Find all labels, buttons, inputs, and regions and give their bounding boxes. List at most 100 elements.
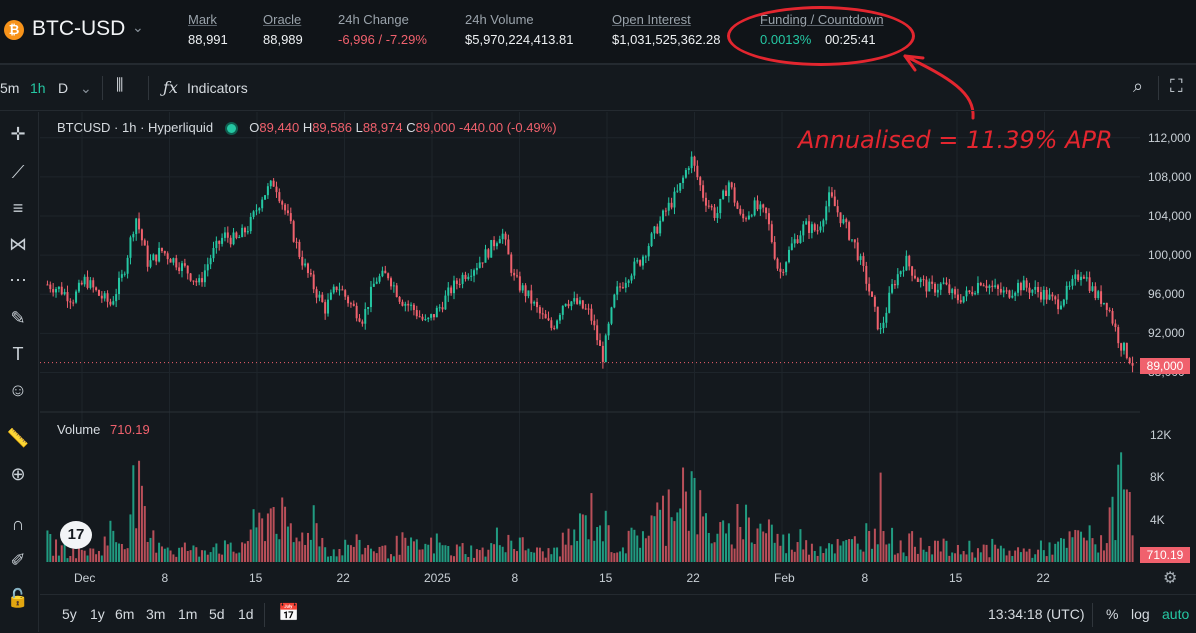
- pattern-icon[interactable]: ⋈: [9, 234, 27, 254]
- candle-body: [536, 301, 539, 308]
- volume-bar: [284, 506, 287, 562]
- log-toggle[interactable]: log: [1131, 606, 1150, 622]
- volume-bar: [593, 540, 596, 562]
- volume-bar: [908, 533, 911, 562]
- range-1d[interactable]: 1d: [238, 606, 254, 622]
- volume-bar: [295, 537, 298, 562]
- volume-bar: [1120, 452, 1123, 562]
- candle-body: [607, 323, 610, 336]
- stat-value: 88,989: [263, 32, 303, 47]
- price-axis-label: 108,000: [1148, 169, 1192, 184]
- volume-bar: [905, 556, 908, 562]
- candle-body: [424, 319, 427, 321]
- candle-body: [716, 213, 719, 218]
- range-1m[interactable]: 1m: [178, 606, 198, 622]
- candle-body: [656, 226, 659, 234]
- x-axis-label: 22: [686, 571, 700, 585]
- lock-pencil-icon[interactable]: ✐: [10, 550, 26, 570]
- volume-bar: [501, 546, 504, 562]
- crosshair-icon[interactable]: ✛: [10, 124, 26, 144]
- candle-body: [109, 301, 112, 305]
- range-6m[interactable]: 6m: [115, 606, 135, 622]
- stat-label[interactable]: Mark: [188, 12, 217, 27]
- candle-body: [931, 281, 934, 284]
- candle-body: [1057, 299, 1060, 310]
- tradingview-logo[interactable]: 17: [60, 521, 92, 549]
- candle-body: [1039, 292, 1042, 300]
- stat-label[interactable]: Open Interest: [612, 12, 691, 27]
- price-chart[interactable]: [40, 112, 1140, 568]
- stat-value: $5,970,224,413.81: [465, 32, 574, 47]
- candle-body: [702, 185, 705, 198]
- auto-toggle[interactable]: auto: [1162, 606, 1190, 622]
- candle-body: [418, 316, 421, 318]
- ruler-icon[interactable]: 📏: [6, 428, 30, 448]
- candle-body: [939, 283, 942, 290]
- volume-bar: [550, 554, 553, 562]
- candle-body: [633, 261, 636, 276]
- volume-bar: [587, 539, 590, 562]
- brush-icon[interactable]: ✎: [10, 308, 26, 328]
- emoji-icon[interactable]: ☺: [8, 380, 28, 400]
- percent-toggle[interactable]: %: [1106, 606, 1119, 622]
- candle-body: [879, 328, 882, 330]
- candle-body: [46, 284, 49, 286]
- candle-body: [971, 292, 974, 295]
- candle-body: [152, 254, 155, 261]
- candle-body: [1120, 343, 1123, 351]
- zoom-in-icon[interactable]: ⊕: [10, 464, 26, 484]
- volume-bar: [86, 555, 89, 562]
- range-5y[interactable]: 5y: [62, 606, 77, 622]
- fullscreen-icon[interactable]: ⛶: [1170, 76, 1183, 96]
- candle-body: [533, 301, 536, 304]
- gear-icon[interactable]: ⚙: [1163, 570, 1178, 587]
- function-icon[interactable]: ƒx: [163, 78, 178, 97]
- zoom-search-icon[interactable]: ⌕: [1133, 76, 1144, 96]
- candle-body: [275, 186, 278, 193]
- volume-bar: [335, 556, 338, 562]
- volume-bar: [544, 557, 547, 562]
- range-5d[interactable]: 5d: [209, 606, 225, 622]
- volume-bar: [948, 555, 951, 562]
- fib-icon[interactable]: ⋯: [9, 270, 27, 290]
- candle-body: [201, 278, 204, 283]
- candle-body: [95, 287, 98, 291]
- parallel-lines-icon[interactable]: ≡: [12, 198, 24, 218]
- volume-axis-label: 12K: [1150, 427, 1172, 442]
- volume-bar: [338, 548, 341, 562]
- interval-d[interactable]: D: [58, 80, 69, 96]
- candle-body: [1022, 280, 1025, 291]
- candles-icon[interactable]: ⫼: [116, 77, 124, 94]
- calendar-icon[interactable]: 📅: [278, 603, 300, 622]
- volume-bar: [452, 556, 456, 562]
- indicators-button[interactable]: Indicators: [187, 80, 248, 96]
- volume-bar: [976, 548, 979, 562]
- chevron-down-icon[interactable]: ⌄: [80, 80, 92, 96]
- volume-bar: [301, 532, 304, 562]
- lock-icon[interactable]: 🔓: [6, 588, 30, 608]
- range-1y[interactable]: 1y: [90, 606, 105, 622]
- interval-5m[interactable]: 5m: [0, 80, 20, 96]
- volume-bar: [372, 551, 375, 562]
- volume-bar: [1094, 544, 1097, 562]
- volume-bar: [72, 548, 75, 562]
- candle-body: [664, 210, 667, 212]
- utc-clock[interactable]: 13:34:18 (UTC): [988, 606, 1085, 622]
- volume-bar: [138, 460, 141, 562]
- volume-bar: [1039, 540, 1042, 562]
- volume-bar: [458, 546, 461, 562]
- stat-label[interactable]: Oracle: [263, 12, 302, 27]
- magnet-icon[interactable]: ∩: [11, 514, 25, 534]
- interval-1h[interactable]: 1h: [30, 80, 46, 96]
- volume-bar: [461, 543, 464, 562]
- candle-body: [264, 195, 267, 200]
- volume-bar: [112, 530, 115, 562]
- market-symbol[interactable]: BTC-USD: [32, 17, 126, 40]
- trend-line-icon[interactable]: ⟋: [11, 162, 25, 182]
- chevron-down-icon[interactable]: ⌄: [132, 19, 144, 35]
- candle-body: [553, 327, 556, 329]
- candle-body: [146, 245, 149, 267]
- volume-bar: [498, 545, 501, 562]
- range-3m[interactable]: 3m: [146, 606, 166, 622]
- text-icon[interactable]: T: [12, 344, 24, 364]
